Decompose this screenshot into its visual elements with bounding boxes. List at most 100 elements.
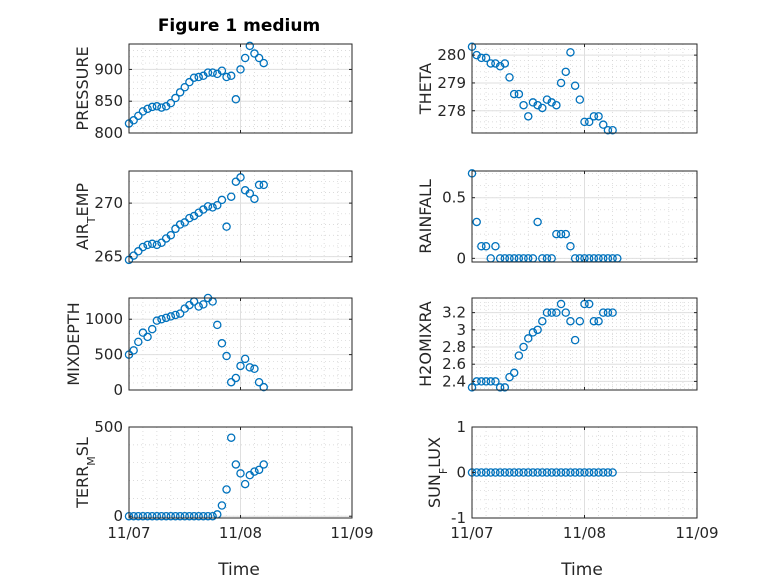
y-tick-label: 0	[456, 249, 466, 267]
data-point	[213, 320, 222, 330]
data-point	[157, 238, 166, 247]
data-point	[580, 468, 589, 477]
data-point	[594, 468, 603, 477]
data-point	[134, 111, 143, 121]
data-point	[561, 229, 571, 239]
y-tick-label: 3	[456, 321, 466, 339]
data-point	[486, 377, 495, 386]
data-point	[533, 325, 542, 335]
data-point	[129, 346, 138, 355]
data-point	[194, 511, 203, 521]
data-point	[505, 468, 514, 477]
data-point	[157, 314, 166, 324]
data-point	[599, 468, 608, 477]
data-point	[161, 313, 171, 323]
data-point	[528, 98, 538, 107]
data-point	[552, 229, 561, 239]
data-point	[203, 202, 213, 211]
y-tick-label: 1000	[85, 310, 123, 328]
data-point	[584, 468, 594, 477]
data-point	[259, 180, 268, 190]
data-point	[533, 468, 542, 477]
data-series	[124, 173, 268, 265]
y-tick-label: 2.4	[442, 372, 466, 390]
data-point	[147, 324, 157, 334]
data-point	[236, 361, 245, 371]
data-point	[561, 468, 571, 477]
data-point	[514, 89, 524, 99]
x-axis-label-right: Time	[560, 560, 603, 580]
data-point	[528, 468, 538, 477]
data-point	[231, 95, 241, 104]
data-point	[584, 117, 594, 127]
data-point	[226, 71, 236, 81]
data-point	[203, 511, 213, 521]
data-point	[240, 354, 250, 364]
data-point	[561, 308, 571, 317]
data-point	[566, 468, 575, 477]
data-point	[491, 59, 500, 68]
data-point	[171, 310, 180, 320]
data-point	[603, 125, 613, 135]
data-point	[180, 218, 189, 227]
data-point	[147, 102, 157, 112]
data-point	[500, 468, 510, 477]
data-point	[524, 112, 533, 121]
data-point	[240, 53, 250, 63]
y-tick-label: 0	[113, 381, 123, 399]
data-point	[608, 468, 617, 477]
data-point	[217, 339, 227, 348]
data-series	[124, 433, 268, 521]
data-point	[236, 469, 245, 478]
data-point	[166, 312, 176, 321]
data-point	[175, 309, 185, 318]
data-point	[259, 460, 268, 469]
data-point	[208, 203, 217, 212]
data-point	[584, 299, 594, 309]
data-point	[603, 468, 613, 477]
data-point	[481, 53, 491, 63]
y-tick-label: 280	[437, 46, 466, 64]
data-point	[575, 468, 585, 477]
data-point	[589, 112, 599, 121]
data-point	[245, 189, 255, 198]
data-point	[589, 468, 599, 477]
data-point	[566, 241, 575, 251]
y-tick-label: 0	[456, 464, 466, 482]
subplot-h2omixra: 2.42.62.833.2 H2OMIXRA	[416, 297, 698, 392]
data-point	[217, 501, 227, 510]
data-point	[538, 316, 547, 326]
data-point	[495, 468, 505, 477]
data-point	[231, 373, 241, 383]
data-point	[166, 230, 176, 240]
data-point	[556, 229, 566, 239]
data-series	[467, 468, 617, 477]
x-tick-label: 11/08	[563, 524, 606, 542]
x-axis-label-left: Time	[217, 560, 260, 580]
data-point	[528, 328, 538, 337]
data-point	[561, 67, 571, 77]
data-series	[467, 299, 617, 392]
data-point	[481, 241, 491, 251]
y-tick-label: 265	[94, 248, 123, 266]
data-point	[250, 467, 259, 476]
data-point	[477, 53, 486, 63]
data-point	[514, 351, 524, 360]
data-point	[519, 468, 528, 477]
data-point	[217, 66, 227, 75]
data-point	[250, 49, 259, 58]
data-point	[254, 377, 264, 387]
data-point	[472, 217, 481, 227]
y-axis-label: SUNFLUX	[425, 437, 450, 508]
data-point	[152, 511, 162, 521]
data-point	[157, 511, 166, 521]
y-tick-label: 800	[94, 124, 123, 142]
data-point	[166, 98, 176, 108]
data-point	[245, 41, 255, 51]
data-point	[491, 377, 500, 386]
data-point	[599, 120, 608, 129]
data-point	[143, 240, 152, 250]
data-point	[533, 217, 542, 227]
